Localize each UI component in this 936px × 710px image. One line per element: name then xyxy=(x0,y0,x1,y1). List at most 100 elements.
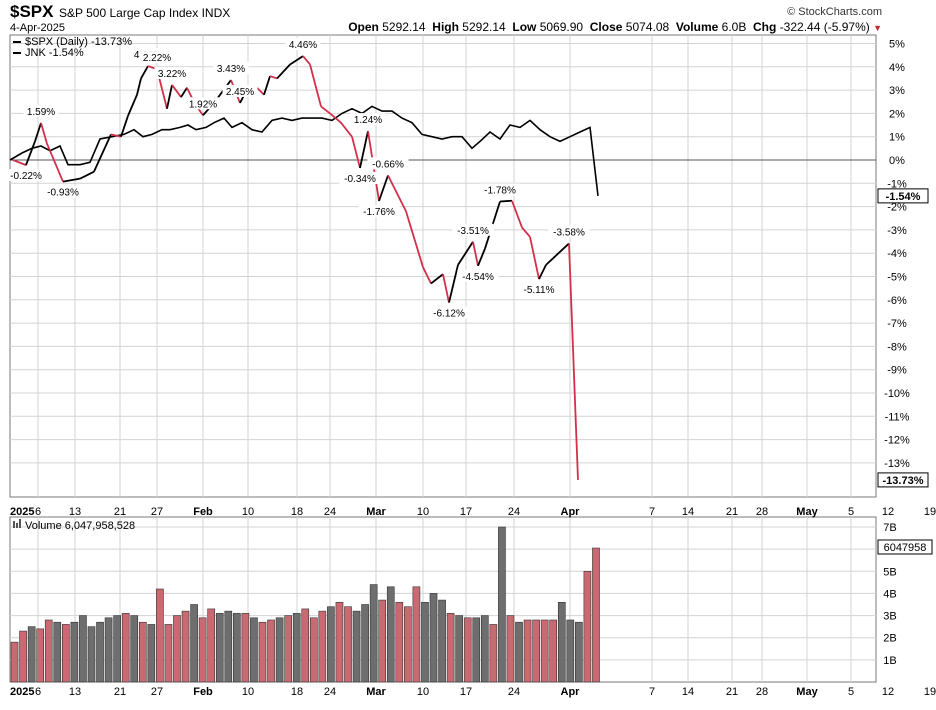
x-tick-label: 19 xyxy=(924,506,936,518)
x-tick-label-volume: 12 xyxy=(882,686,894,698)
volume-bar xyxy=(506,615,515,683)
spx-series-segment xyxy=(276,63,291,80)
spx-data-label: -0.34% xyxy=(344,174,376,185)
x-tick-label: 7 xyxy=(649,506,655,518)
volume-bar xyxy=(472,617,481,683)
high-label: High xyxy=(432,20,459,34)
spx-series-segment xyxy=(359,130,369,169)
spx-series-segment xyxy=(448,264,459,303)
spx-series-segment xyxy=(269,75,278,80)
spx-data-label: 1.24% xyxy=(354,115,382,126)
y-tick-label: 5% xyxy=(889,39,905,51)
volume-bar xyxy=(404,606,412,683)
index-full-name: S&P 500 Large Cap Index xyxy=(59,6,199,20)
volume-tick-label: 1B xyxy=(883,655,896,667)
volume-bar xyxy=(121,613,130,683)
spx-series-segment xyxy=(457,241,474,266)
volume-tick-label: 2B xyxy=(883,633,896,645)
x-tick-label-volume: 21 xyxy=(114,686,126,698)
y-tick-label: 4% xyxy=(889,62,905,74)
x-tick-label-volume: 24 xyxy=(508,686,520,698)
volume-bar xyxy=(207,608,216,683)
spx-series-segment xyxy=(263,75,271,96)
x-tick-label-volume: Apr xyxy=(561,686,581,698)
volume-bar xyxy=(275,617,284,683)
volume-bar xyxy=(44,619,53,683)
spx-series-segment xyxy=(62,177,81,183)
volume-bar xyxy=(19,630,27,683)
index-name: S&P 500 Large Cap Index INDX xyxy=(59,6,230,20)
x-tick-label: Apr xyxy=(561,506,581,518)
x-tick-label-volume: 2025 xyxy=(10,686,34,698)
chart-date: 4-Apr-2025 xyxy=(10,22,66,34)
spx-last-value-tag xyxy=(877,472,929,488)
volume-bar xyxy=(352,610,361,683)
spx-series-segment xyxy=(545,254,557,266)
volume-value: 6.0B xyxy=(721,20,747,34)
data-label-bg xyxy=(350,113,386,126)
volume-bar xyxy=(557,601,566,683)
spx-series-segment xyxy=(289,55,304,66)
spx-data-label: -4.54% xyxy=(462,272,494,283)
spx-series-segment xyxy=(568,243,579,480)
volume-bar xyxy=(87,626,96,683)
spx-last-value: -13.73% xyxy=(883,475,924,487)
spx-data-label: -3.58% xyxy=(553,227,585,238)
spx-series-segment xyxy=(34,122,42,142)
spx-series-segment xyxy=(140,65,149,79)
spx-series-segment xyxy=(430,273,444,285)
data-label-bg xyxy=(367,157,409,170)
volume-label: Volume xyxy=(675,20,719,34)
spx-data-label: 2.45% xyxy=(226,87,254,98)
spx-data-label: -1.78% xyxy=(484,185,516,196)
y-tick-label: -13% xyxy=(884,458,910,470)
y-tick-label: -11% xyxy=(885,411,910,423)
spx-series-segment xyxy=(309,64,322,107)
volume-bar xyxy=(463,617,472,683)
low-label: Low xyxy=(512,20,537,34)
chg-label: Chg xyxy=(753,20,777,34)
spx-data-label: -0.93% xyxy=(47,188,79,199)
volume-legend-icon xyxy=(16,523,18,528)
x-tick-label-volume: 21 xyxy=(726,686,738,698)
y-tick-label: 1% xyxy=(889,132,905,144)
volume-bar xyxy=(378,599,387,683)
x-tick-label-volume: 28 xyxy=(756,686,768,698)
spx-series-segment xyxy=(329,112,342,124)
volume-bar xyxy=(267,619,275,683)
spx-data-label: -3.51% xyxy=(457,226,489,237)
spx-series-segment xyxy=(166,84,173,109)
x-tick-label: May xyxy=(796,506,818,518)
spx-series-segment xyxy=(136,78,142,95)
y-tick-label: -12% xyxy=(884,435,910,447)
x-tick-label: 28 xyxy=(756,506,768,518)
x-tick-label-volume: 10 xyxy=(417,686,429,698)
volume-bar xyxy=(156,588,164,683)
spx-series-segment xyxy=(302,55,311,66)
data-label-bg xyxy=(139,51,175,64)
volume-tick-label: 7B xyxy=(883,522,896,534)
spx-series-segment xyxy=(12,159,27,166)
y-tick-label: -3% xyxy=(887,225,907,237)
data-label-bg xyxy=(452,223,494,236)
spx-series-segment xyxy=(79,170,95,180)
x-tick-label-volume: Mar xyxy=(366,686,386,698)
x-tick-label: 13 xyxy=(69,506,81,518)
volume-bar xyxy=(284,615,292,683)
volume-bar xyxy=(36,628,45,683)
y-tick-label: -6% xyxy=(887,295,907,307)
spx-data-label: -1.76% xyxy=(363,207,395,218)
x-tick-label-volume: 5 xyxy=(848,686,854,698)
spx-series-segment xyxy=(340,122,353,138)
legend-spx: $SPX (Daily) -13.73% xyxy=(25,36,132,48)
volume-bar xyxy=(575,621,583,683)
data-label-bg xyxy=(185,97,221,110)
spx-series-segment xyxy=(442,273,450,303)
volume-tick-label: 5B xyxy=(883,566,896,578)
volume-bar xyxy=(190,604,198,683)
y-tick-label: -9% xyxy=(887,365,907,377)
volume-bar xyxy=(566,619,575,683)
x-tick-label-volume: 13 xyxy=(69,686,81,698)
brand-logo[interactable]: © StockCharts.com xyxy=(787,6,882,18)
